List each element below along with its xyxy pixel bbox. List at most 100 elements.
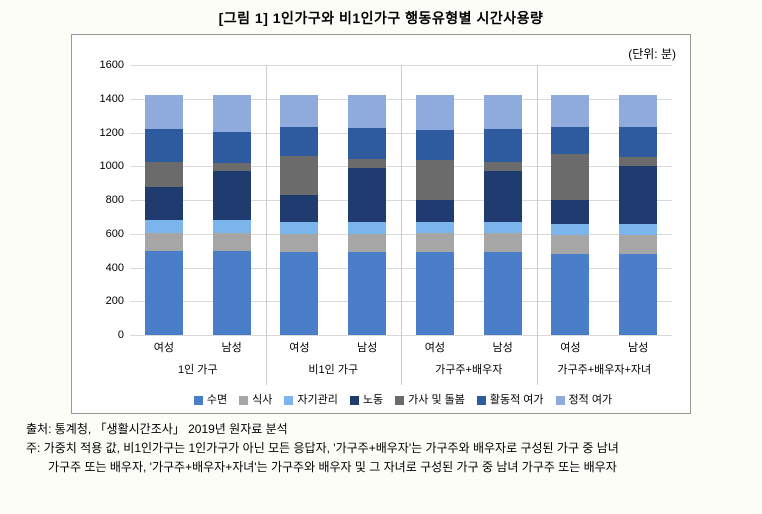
ytick: 800 [86, 194, 124, 206]
bar-segment-labor [416, 200, 454, 222]
bar-segment-sleep [416, 252, 454, 335]
legend-swatch [395, 396, 404, 405]
legend-item: 자기관리 [280, 394, 337, 406]
legend-item: 수면 [190, 394, 227, 406]
bar-segment-meal [280, 234, 318, 253]
bar-segment-housework [145, 162, 183, 186]
bar-segment-active [551, 127, 589, 154]
legend-swatch [194, 396, 203, 405]
bar-segment-sleep [348, 252, 386, 335]
bar-segment-passive [213, 95, 251, 132]
bar-segment-meal [416, 233, 454, 252]
bar-segment-meal [551, 235, 589, 254]
bar-segment-active [619, 127, 657, 157]
x-group-label: 1인 가구 [130, 361, 266, 381]
legend-item: 활동적 여가 [473, 394, 544, 406]
ytick: 400 [86, 262, 124, 274]
bar-slot [266, 65, 334, 335]
ytick: 1000 [86, 160, 124, 172]
x-category-label: 여성 [130, 339, 198, 359]
x-category-label: 남성 [604, 339, 672, 359]
bar-segment-labor [280, 195, 318, 222]
bar-segment-passive [551, 95, 589, 126]
bar-slot [469, 65, 537, 335]
bar-segment-housework [213, 163, 251, 171]
bar-slot [537, 65, 605, 335]
bar-segment-sleep [280, 252, 318, 335]
stacked-bar [551, 95, 589, 335]
bar-segment-selfcare [348, 222, 386, 234]
x-axis-groups: 1인 가구비1인 가구가구주+배우자가구주+배우자+자녀 [130, 361, 672, 381]
x-category-label: 여성 [266, 339, 334, 359]
footnote-line1: 주: 가중치 적용 값, 비1인가구는 1인가구가 아닌 모든 응답자, '가구… [26, 439, 736, 458]
chart-title: [그림 1] 1인가구와 비1인가구 행동유형별 시간사용량 [16, 8, 746, 28]
bar-segment-passive [484, 95, 522, 130]
stacked-bar [348, 95, 386, 335]
bar-segment-sleep [213, 251, 251, 335]
bar-segment-housework [348, 159, 386, 168]
x-category-label: 남성 [469, 339, 537, 359]
bar-segment-active [416, 130, 454, 160]
x-group-label: 가구주+배우자 [401, 361, 537, 381]
ytick: 0 [86, 329, 124, 341]
ytick: 1400 [86, 93, 124, 105]
bar-slot [198, 65, 266, 335]
stacked-bar [280, 95, 318, 335]
legend-swatch [556, 396, 565, 405]
x-category-label: 여성 [401, 339, 469, 359]
stacked-bar [484, 95, 522, 335]
bar-slot [130, 65, 198, 335]
bar-slot [401, 65, 469, 335]
bar-segment-housework [551, 154, 589, 200]
bar-segment-housework [280, 156, 318, 195]
bar-segment-labor [551, 200, 589, 224]
bar-segment-labor [619, 166, 657, 224]
bar-slot [333, 65, 401, 335]
bar-segment-active [213, 132, 251, 163]
bar-segment-labor [213, 171, 251, 220]
bar-segment-selfcare [213, 220, 251, 233]
bar-segment-meal [348, 234, 386, 253]
bar-segment-active [348, 128, 386, 158]
source-note: 출처: 통계청, 「생활시간조사」 2019년 원자료 분석 [26, 420, 736, 439]
stacked-bar [416, 95, 454, 335]
x-group-label: 가구주+배우자+자녀 [537, 361, 673, 381]
bar-segment-selfcare [280, 222, 318, 234]
bar-slot [604, 65, 672, 335]
bar-segment-meal [484, 233, 522, 252]
stacked-bar [619, 95, 657, 335]
bar-segment-selfcare [619, 224, 657, 235]
stacked-bar [213, 95, 251, 335]
bar-segment-housework [416, 160, 454, 200]
bar-segment-selfcare [484, 222, 522, 233]
stacked-bar [145, 95, 183, 335]
legend-swatch [350, 396, 359, 405]
legend-item: 식사 [235, 394, 272, 406]
bar-segment-passive [348, 95, 386, 129]
legend-item: 정적 여가 [552, 394, 613, 406]
bar-segment-sleep [619, 254, 657, 335]
bar-segment-selfcare [551, 224, 589, 235]
footnote-line2: 가구주 또는 배우자, '가구주+배우자+자녀'는 가구주와 배우자 및 그 자… [26, 458, 736, 477]
bar-segment-passive [619, 95, 657, 128]
x-group-label: 비1인 가구 [266, 361, 402, 381]
bar-segment-sleep [145, 251, 183, 335]
bar-segment-meal [619, 235, 657, 254]
legend-item: 노동 [346, 394, 383, 406]
ytick: 1200 [86, 127, 124, 139]
x-category-label: 여성 [537, 339, 605, 359]
ytick: 1600 [86, 59, 124, 71]
x-axis-categories: 여성남성여성남성여성남성여성남성 [130, 339, 672, 359]
bar-segment-active [145, 129, 183, 162]
legend-swatch [284, 396, 293, 405]
legend-swatch [239, 396, 248, 405]
ytick: 600 [86, 228, 124, 240]
bar-segment-selfcare [145, 220, 183, 233]
bar-segment-passive [416, 95, 454, 130]
chart-container: (단위: 분) 02004006008001000120014001600 여성… [71, 34, 691, 414]
bar-segment-labor [145, 187, 183, 221]
bar-segment-housework [484, 162, 522, 171]
legend-item: 가사 및 돌봄 [391, 394, 465, 406]
bar-segment-active [484, 129, 522, 162]
plot-area: 02004006008001000120014001600 [130, 65, 672, 335]
